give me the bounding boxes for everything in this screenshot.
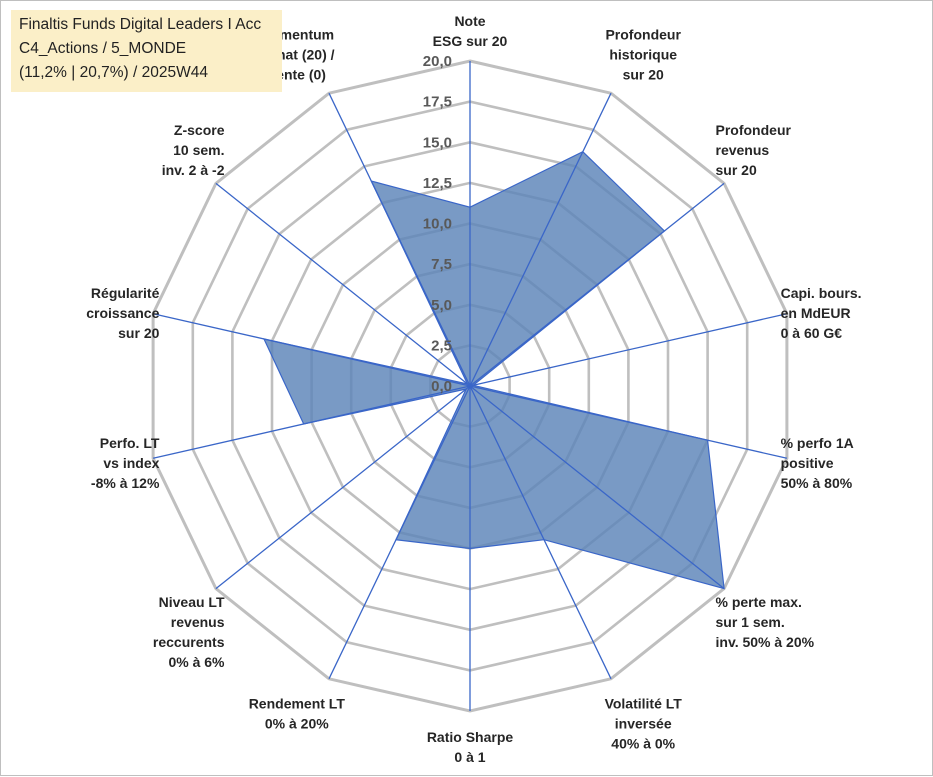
category-label-line: ESG sur 20 (433, 33, 508, 49)
category-label: Profondeur revenus sur 20 (716, 122, 792, 178)
spoke-layer (152, 61, 788, 711)
category-label-line: en MdEUR (781, 305, 851, 321)
category-label: Capi. bours. en MdEUR 0 à 60 G€ (781, 285, 862, 341)
category-label: Profondeur historique sur 20 (605, 26, 681, 82)
category-label-line: sur 20 (118, 325, 159, 341)
category-label: Régularité croissance sur 20 (86, 285, 159, 341)
tick-label: 20,0 (423, 53, 452, 70)
category-label-line: sur 20 (716, 162, 757, 178)
category-label: Perfo. LT vs index -8% à 12% (91, 435, 160, 491)
axis-spoke (469, 385, 612, 680)
fund-category: C4_Actions / 5_MONDE (19, 40, 187, 57)
category-label-line: inv. 2 à -2 (162, 162, 225, 178)
category-label-line: revenus (716, 142, 770, 158)
category-label: Note ESG sur 20 (433, 13, 508, 49)
category-label-line: Profondeur (605, 26, 681, 42)
tick-label: 7,5 (431, 256, 452, 273)
category-label: Rendement LT 0% à 20% (249, 696, 346, 732)
tick-label: 12,5 (423, 175, 452, 192)
axis-spoke (469, 385, 788, 459)
category-label-line: sur 20 (623, 66, 664, 82)
category-label-line: Rendement LT (249, 696, 346, 712)
category-label-line: historique (609, 46, 677, 62)
axis-spoke (469, 92, 612, 387)
chart-title-box: Finaltis Funds Digital Leaders I Acc C4_… (11, 10, 282, 92)
series-layer (262, 150, 725, 590)
category-label-line: % perfo 1A (781, 435, 854, 451)
category-label-line: Profondeur (716, 122, 792, 138)
axis-spoke (469, 385, 725, 590)
category-label: % perfo 1A positive 50% à 80% (781, 435, 854, 491)
axis-spoke (152, 385, 471, 459)
category-label-line: Volatilité LT (605, 696, 683, 712)
category-label-line: positive (781, 455, 834, 471)
category-label: Niveau LT revenus reccurents 0% à 6% (153, 594, 225, 670)
fund-stats: (11,2% | 20,7%) / 2025W44 (19, 64, 208, 81)
category-label-line: -8% à 12% (91, 475, 160, 491)
category-label-line: % perte max. (716, 594, 802, 610)
category-label-line: sur 1 sem. (716, 614, 785, 630)
axis-spoke (152, 313, 471, 387)
label-layer: Note ESG sur 20 Profondeur historique sur 20… (86, 13, 861, 765)
tick-label: 0,0 (431, 378, 452, 395)
tick-label: 2,5 (431, 337, 452, 354)
category-label-line: 0 à 1 (454, 749, 485, 765)
category-label-line: 0% à 20% (265, 716, 329, 732)
category-label-line: reccurents (153, 634, 225, 650)
axis-spoke (215, 182, 471, 387)
category-label: Z-score 10 sem. inv. 2 à -2 (162, 122, 225, 178)
axis-spoke (328, 385, 471, 680)
category-label-line: croissance (86, 305, 159, 321)
category-label: Volatilité LT inversée 40% à 0% (605, 696, 683, 752)
category-label-line: 10 sem. (173, 142, 224, 158)
tick-label: 15,0 (423, 134, 452, 151)
category-label-line: 0% à 6% (168, 654, 225, 670)
category-label-line: Niveau LT (159, 594, 225, 610)
tick-label: 10,0 (423, 216, 452, 233)
category-label-line: Régularité (91, 285, 160, 301)
fund-name: Finaltis Funds Digital Leaders I Acc (19, 16, 262, 33)
axis-spoke (469, 182, 725, 387)
tick-layer: 0,0 2,5 5,0 7,5 10,0 12,5 15,0 17,5 20,0 (423, 53, 452, 395)
axis-spoke (215, 385, 471, 590)
category-label-line: revenus (171, 614, 225, 630)
series-area (262, 150, 725, 590)
category-label: Ratio Sharpe 0 à 1 (427, 729, 514, 765)
axis-spoke (469, 313, 788, 387)
axis-spoke (328, 92, 471, 387)
category-label-line: inv. 50% à 20% (716, 634, 815, 650)
category-label-line: 0 à 60 G€ (781, 325, 843, 341)
category-label-line: vs index (103, 455, 159, 471)
category-label-line: Ratio Sharpe (427, 729, 514, 745)
tick-label: 17,5 (423, 94, 452, 111)
category-label-line: Note (454, 13, 485, 29)
category-label: % perte max. sur 1 sem. inv. 50% à 20% (716, 594, 815, 650)
category-label-line: 50% à 80% (781, 475, 853, 491)
category-label-line: inversée (615, 716, 672, 732)
tick-label: 5,0 (431, 297, 452, 314)
category-label-line: Capi. bours. (781, 285, 862, 301)
category-label-line: Z-score (174, 122, 225, 138)
category-label-line: Perfo. LT (100, 435, 160, 451)
category-label-line: 40% à 0% (611, 736, 675, 752)
category-label-line: Vente (0) (268, 66, 326, 82)
